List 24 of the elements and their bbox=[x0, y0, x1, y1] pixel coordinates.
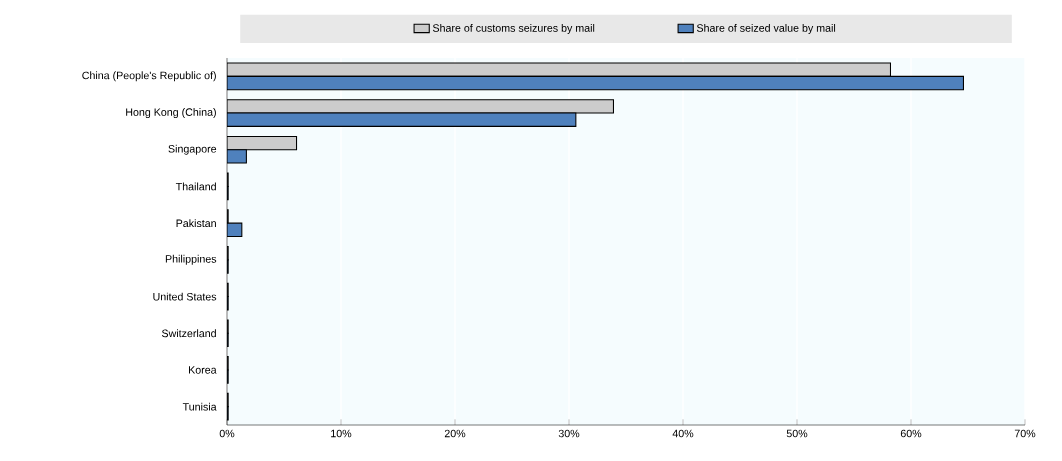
x-tick-label: 70% bbox=[1014, 429, 1036, 438]
y-tick-label: United States bbox=[153, 292, 217, 301]
y-tick-label: Singapore bbox=[168, 144, 217, 155]
bar bbox=[227, 99, 615, 114]
y-tick-label: Switzerland bbox=[161, 329, 216, 338]
x-tick-label: 30% bbox=[558, 429, 580, 438]
x-tick-label: 40% bbox=[672, 429, 694, 438]
x-tick-label: 0% bbox=[219, 429, 235, 438]
legend-label: Share of seized value by mail bbox=[696, 23, 836, 34]
y-tick-label: Tunisia bbox=[182, 402, 217, 411]
x-tick-label: 60% bbox=[900, 429, 922, 438]
bar bbox=[227, 62, 892, 77]
bar bbox=[227, 75, 964, 91]
y-tick-label: Philippines bbox=[165, 254, 217, 265]
legend-label: Share of customs seizures by mail bbox=[432, 23, 595, 34]
x-tick-label: 20% bbox=[444, 429, 466, 438]
x-tick-label: 50% bbox=[786, 429, 808, 438]
y-tick-label: Korea bbox=[189, 366, 217, 374]
y-tick-label: Thailand bbox=[175, 182, 216, 191]
bar bbox=[227, 112, 577, 127]
y-tick-label: Hong Kong (China) bbox=[126, 108, 216, 119]
x-tick-label: 10% bbox=[331, 429, 352, 438]
y-tick-label: China (People's Republic of) bbox=[82, 71, 216, 82]
y-tick-label: Pakistan bbox=[176, 219, 216, 228]
